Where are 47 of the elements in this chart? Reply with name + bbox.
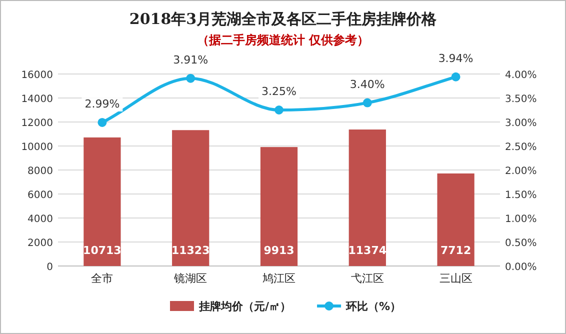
data-label: 11374: [348, 244, 387, 257]
y-tick-label: 14000: [21, 94, 53, 105]
y2-tick-label: 3.50%: [505, 94, 537, 105]
data-label: 11323: [171, 244, 210, 257]
x-tick-label: 全市: [91, 272, 114, 285]
y2-tick-label: 2.00%: [505, 166, 537, 177]
bar: [260, 147, 298, 266]
x-tick-label: 鸠江区: [262, 272, 296, 285]
bar: [172, 130, 210, 266]
y-tick-label: 6000: [28, 190, 53, 201]
bar: [437, 173, 474, 266]
y2-tick-label: 0.00%: [505, 262, 537, 273]
data-label: 3.94%: [438, 52, 474, 65]
point: [186, 74, 196, 83]
chart-subtitle: （据二手房频道统计 仅供参考）: [196, 33, 370, 47]
data-label: 10713: [83, 244, 122, 257]
y-tick-label: 12000: [21, 118, 53, 129]
data-label: 3.40%: [350, 78, 385, 91]
data-label: 2.99%: [84, 97, 120, 110]
x-tick-label: 弋江区: [350, 272, 384, 285]
point: [451, 72, 460, 82]
y2-tick-label: 2.50%: [505, 142, 537, 153]
y-tick-label: 16000: [21, 70, 53, 81]
y-tick-label: 8000: [28, 166, 53, 177]
y2-tick-label: 1.50%: [505, 190, 537, 201]
y-tick-label: 2000: [28, 238, 53, 249]
y-tick-label: 0: [46, 262, 53, 273]
legend-label: 挂牌均价（元/㎡）: [198, 300, 292, 313]
data-label: 7712: [440, 244, 472, 257]
x-tick-label: 镜湖区: [173, 272, 208, 285]
x-tick-label: 三山区: [439, 272, 472, 285]
y2-tick-label: 4.00%: [505, 70, 537, 81]
bar: [84, 137, 121, 266]
data-label: 3.25%: [262, 85, 296, 98]
point: [362, 98, 372, 108]
data-label: 3.91%: [173, 53, 208, 66]
bar: [348, 130, 386, 266]
y2-tick-label: 0.50%: [505, 238, 537, 249]
data-label: 9913: [264, 244, 294, 257]
point: [98, 118, 107, 127]
legend-label: 环比（%）: [345, 300, 402, 313]
y2-tick-label: 3.00%: [505, 118, 537, 129]
y2-tick-label: 1.00%: [505, 214, 537, 225]
point: [274, 106, 284, 114]
y-tick-label: 4000: [28, 214, 53, 225]
chart-title: 2018年3月芜湖全市及各区二手住房挂牌价格: [129, 10, 438, 28]
y-tick-label: 10000: [21, 142, 53, 153]
